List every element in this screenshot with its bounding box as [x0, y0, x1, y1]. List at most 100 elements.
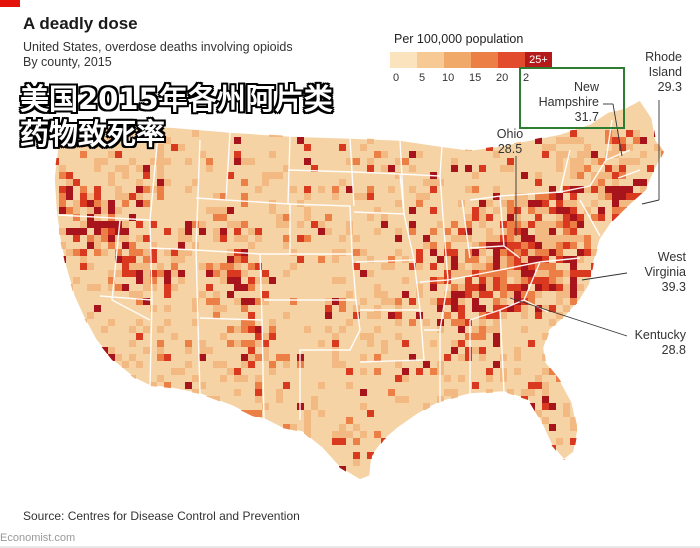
county-cell [430, 473, 437, 480]
county-cell [241, 298, 248, 305]
county-cell [570, 228, 577, 235]
county-cell [255, 396, 262, 403]
county-cell [115, 193, 122, 200]
county-cell [528, 270, 535, 277]
county-cell [409, 221, 416, 228]
county-cell [304, 193, 311, 200]
county-cell [269, 326, 276, 333]
county-cell [570, 256, 577, 263]
county-cell [80, 361, 87, 368]
county-cell [178, 249, 185, 256]
county-cell [514, 298, 521, 305]
county-cell [444, 242, 451, 249]
county-cell [290, 424, 297, 431]
county-cell [472, 214, 479, 221]
county-cell [591, 179, 598, 186]
county-cell [59, 256, 66, 263]
county-cell [612, 151, 619, 158]
county-cell [451, 263, 458, 270]
county-cell [353, 193, 360, 200]
county-cell [234, 137, 241, 144]
county-cell [136, 270, 143, 277]
county-cell [465, 473, 472, 480]
county-cell [213, 235, 220, 242]
county-cell [528, 466, 535, 473]
county-cell [479, 347, 486, 354]
county-cell [661, 207, 664, 214]
county-cell [241, 200, 248, 207]
county-cell [479, 277, 486, 284]
county-cell [318, 466, 325, 473]
county-cell [577, 305, 584, 312]
county-cell [507, 200, 514, 207]
county-cell [472, 207, 479, 214]
county-cell [283, 214, 290, 221]
county-cell [164, 137, 171, 144]
county-cell [94, 158, 101, 165]
county-cell [129, 242, 136, 249]
county-cell [514, 284, 521, 291]
county-cell [521, 389, 528, 396]
county-cell [87, 221, 94, 228]
county-cell [185, 235, 192, 242]
county-cell [542, 221, 549, 228]
county-cell [87, 312, 94, 319]
county-cell [409, 319, 416, 326]
county-cell [178, 466, 185, 473]
county-cell [640, 466, 647, 473]
county-cell [528, 417, 535, 424]
county-cell [388, 186, 395, 193]
county-cell [360, 249, 367, 256]
county-cell [325, 228, 332, 235]
county-cell [472, 172, 479, 179]
county-cell [283, 424, 290, 431]
county-cell [486, 284, 493, 291]
county-cell [521, 249, 528, 256]
county-cell [59, 207, 66, 214]
county-cell [535, 207, 542, 214]
county-cell [122, 221, 129, 228]
county-cell [94, 200, 101, 207]
county-cell [507, 452, 514, 459]
county-cell [108, 137, 115, 144]
county-cell [423, 235, 430, 242]
county-cell [150, 242, 157, 249]
county-cell [206, 158, 213, 165]
county-cell [563, 186, 570, 193]
county-cell [304, 207, 311, 214]
county-cell [353, 158, 360, 165]
county-cell [423, 193, 430, 200]
county-cell [577, 249, 584, 256]
county-cell [549, 228, 556, 235]
overlay-line-2: 药物致死率 [20, 117, 166, 151]
county-cell [136, 277, 143, 284]
county-cell [192, 445, 199, 452]
county-cell [542, 193, 549, 200]
county-cell [157, 186, 164, 193]
county-cell [185, 361, 192, 368]
county-cell [409, 165, 416, 172]
county-cell [122, 403, 129, 410]
county-cell [584, 298, 591, 305]
county-cell [318, 410, 325, 417]
county-cell [374, 151, 381, 158]
county-cell [262, 340, 269, 347]
county-cell [129, 396, 136, 403]
county-cell [500, 263, 507, 270]
county-cell [248, 410, 255, 417]
county-cell [486, 389, 493, 396]
county-cell [514, 291, 521, 298]
county-cell [129, 214, 136, 221]
county-cell [451, 340, 458, 347]
county-cell [178, 277, 185, 284]
county-cell [416, 291, 423, 298]
county-cell [213, 298, 220, 305]
county-cell [332, 186, 339, 193]
county-cell [570, 214, 577, 221]
county-cell [486, 235, 493, 242]
county-cell [521, 270, 528, 277]
county-cell [563, 270, 570, 277]
county-cell [80, 228, 87, 235]
county-cell [563, 284, 570, 291]
county-cell [220, 193, 227, 200]
